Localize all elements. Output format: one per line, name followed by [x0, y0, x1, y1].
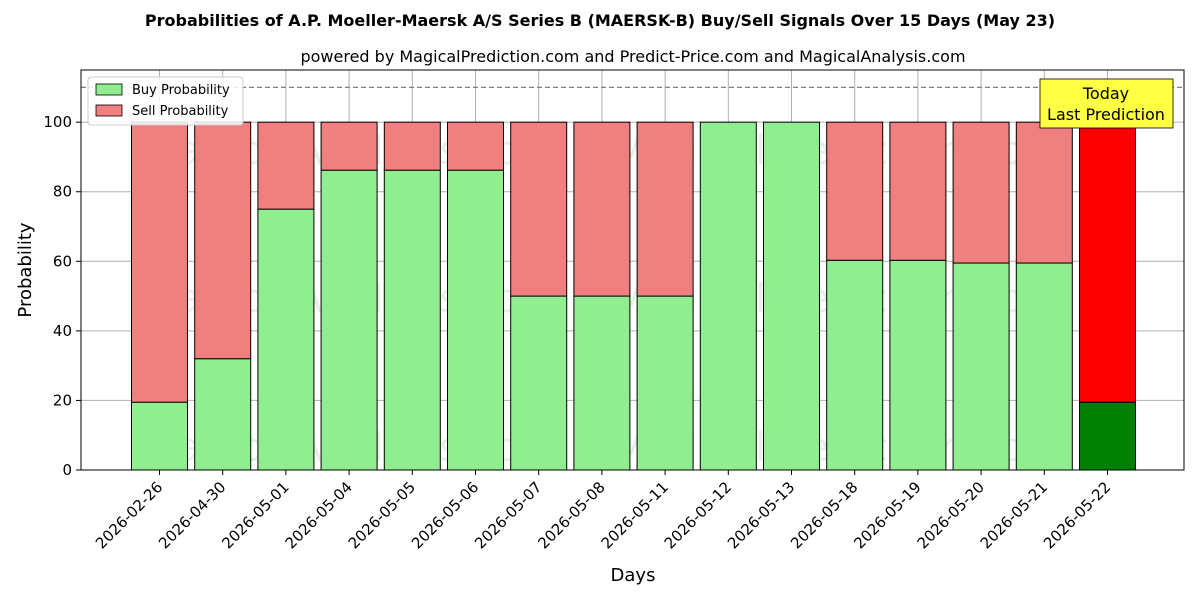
x-tick-label: 2026-05-06: [408, 478, 482, 552]
bar-buy: [699, 121, 757, 471]
y-tick-label: 100: [43, 113, 72, 131]
bar-buy: [257, 208, 315, 471]
x-tick-label: 2026-05-07: [471, 478, 545, 552]
bar-sell: [826, 121, 884, 261]
x-tick-label: 2026-05-20: [914, 478, 988, 552]
y-tick-label: 80: [53, 183, 72, 201]
plot-frame: [80, 69, 1185, 471]
y-tick-label: 0: [62, 461, 72, 479]
bar-buy: [510, 295, 568, 471]
x-tick-label: 2026-04-30: [155, 478, 229, 552]
bar-sell: [383, 121, 441, 171]
bar-buy: [1015, 262, 1073, 471]
bar-sell: [952, 121, 1010, 264]
bar-buy: [826, 259, 884, 471]
x-axis-label: Days: [611, 565, 656, 586]
bar-sell: [889, 121, 947, 261]
bar-buy: [383, 169, 441, 471]
x-tick-label: 2026-05-19: [850, 478, 924, 552]
x-tick-label: 2026-02-26: [92, 478, 166, 552]
y-tick-label: 60: [53, 252, 72, 270]
bar-buy: [573, 295, 631, 471]
x-tick-label: 2026-05-11: [598, 478, 672, 552]
bar-sell: [131, 121, 188, 403]
x-tick-label: 2026-05-04: [282, 478, 356, 552]
bar-sell: [194, 121, 252, 360]
bar-buy: [131, 401, 188, 471]
y-axis: 0 20 40 60 80 100: [43, 113, 81, 479]
bar-sell: [257, 121, 315, 210]
y-axis-label: Probability: [15, 222, 36, 317]
y-tick-label: 20: [53, 391, 72, 409]
annotation-box: [1039, 78, 1174, 129]
bar-sell: [1079, 121, 1136, 403]
bar-buy: [763, 121, 820, 471]
bar-buy: [889, 259, 947, 471]
legend-swatch-sell: [95, 104, 123, 117]
legend: Buy Probability Sell Probability: [87, 76, 244, 126]
chart-subtitle: powered by MagicalPrediction.com and Pre…: [300, 47, 965, 66]
bar-buy: [636, 295, 694, 471]
x-tick-label: 2026-05-12: [661, 478, 735, 552]
legend-box: [87, 76, 244, 126]
bar-buy: [194, 358, 252, 471]
bar-sell: [447, 121, 504, 171]
x-tick-label: 2026-05-22: [1040, 478, 1114, 552]
chart-title: Probabilities of A.P. Moeller-Maersk A/S…: [145, 11, 1055, 30]
bar-sell: [1015, 121, 1073, 264]
y-tick-label: 40: [53, 322, 72, 340]
bar-sell: [320, 121, 378, 171]
legend-swatch-buy: [95, 83, 123, 96]
x-tick-label: 2026-05-21: [977, 478, 1051, 552]
legend-label-sell: Sell Probability: [132, 104, 229, 119]
annotation-line-1: Today: [1082, 84, 1129, 103]
x-tick-label: 2026-05-18: [787, 478, 861, 552]
bar-sell: [510, 121, 568, 297]
x-tick-label: 2026-05-08: [534, 478, 608, 552]
bar-buy: [952, 262, 1010, 471]
bar-buy: [447, 169, 504, 471]
bars: [131, 121, 1136, 471]
x-axis: 2026-02-262026-04-302026-05-012026-05-04…: [92, 470, 1114, 552]
bar-sell: [573, 121, 631, 297]
bar-sell: [636, 121, 694, 297]
annotation-line-2: Last Prediction: [1047, 105, 1165, 124]
legend-label-buy: Buy Probability: [132, 83, 230, 98]
today-annotation: Today Last Prediction: [1039, 78, 1174, 129]
x-tick-label: 2026-05-05: [345, 478, 419, 552]
x-tick-label: 2026-05-13: [724, 478, 798, 552]
bar-buy: [320, 169, 378, 471]
bar-buy: [1079, 401, 1136, 471]
x-tick-label: 2026-05-01: [218, 478, 292, 552]
